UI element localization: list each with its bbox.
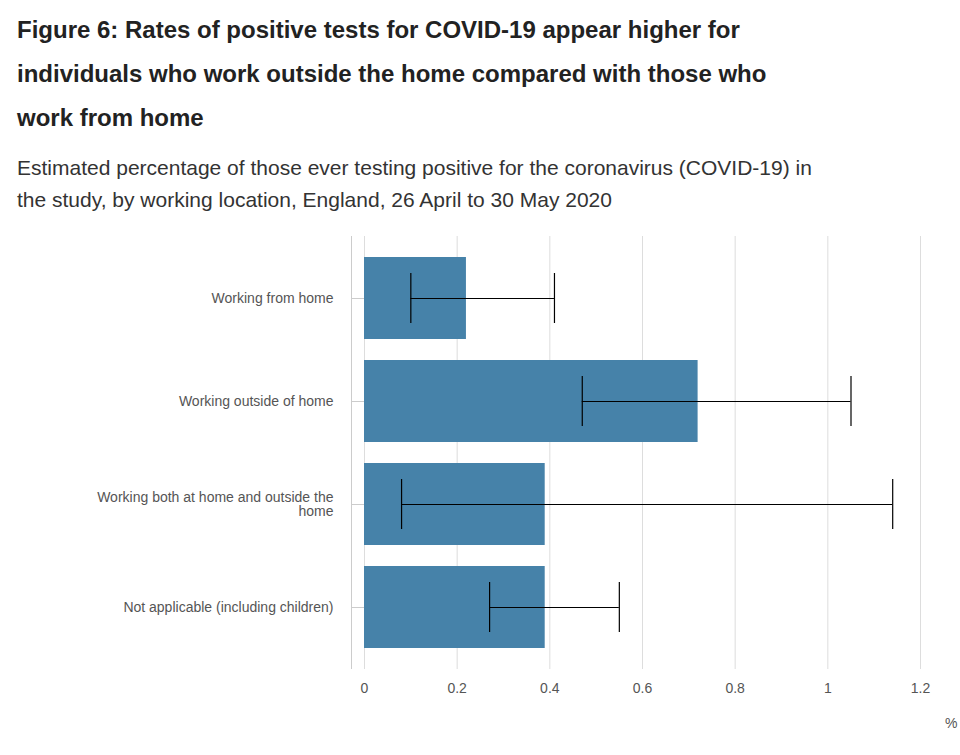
svg-text:1: 1 — [824, 680, 832, 696]
svg-text:Working both at home and outsi: Working both at home and outside thehome — [97, 489, 334, 519]
svg-text:1.2: 1.2 — [911, 680, 931, 696]
svg-text:0.8: 0.8 — [725, 680, 745, 696]
svg-text:Working from home: Working from home — [212, 290, 334, 306]
html-text:Figure 6: Rates of positive te: Figure 6: Rates of positive tests for CO… — [17, 16, 767, 131]
svg-text:0.4: 0.4 — [540, 680, 560, 696]
svg-text:Working outside of home: Working outside of home — [179, 393, 334, 409]
svg-text:Not applicable (including chil: Not applicable (including children) — [123, 599, 333, 615]
svg-text:0.6: 0.6 — [633, 680, 653, 696]
html-text:Estimated percentage of those: Estimated percentage of those ever testi… — [17, 156, 812, 211]
svg-text:%: % — [945, 715, 957, 731]
svg-text:0: 0 — [361, 680, 369, 696]
svg-text:0.2: 0.2 — [447, 680, 467, 696]
